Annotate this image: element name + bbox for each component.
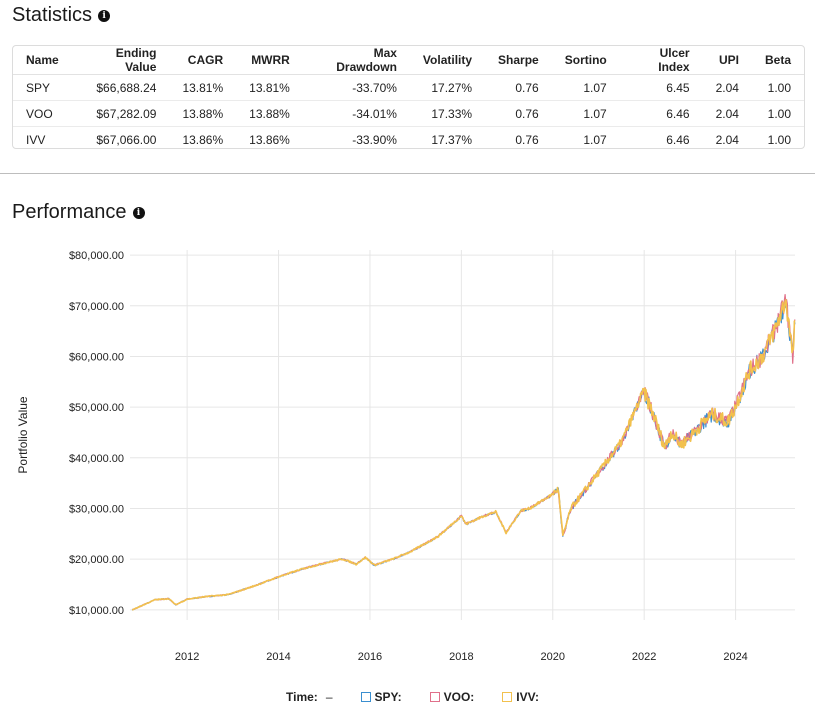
statistics-header-row: Name Ending Value CAGR MWRR Max Drawdown Vola…: [13, 46, 804, 75]
table-cell: $67,066.00: [96, 132, 157, 147]
statistics-title-text: Statistics: [12, 4, 93, 26]
table-cell: 1.07: [551, 100, 620, 127]
legend-label-spy: SPY:: [374, 690, 402, 704]
chart-legend: Time: – SPY: VOO: IVV:: [0, 690, 825, 704]
column-header[interactable]: Ulcer Index: [619, 46, 703, 75]
table-cell: 0.76: [485, 74, 552, 101]
table-cell: 6.46: [619, 100, 703, 127]
x-tick-label: 2020: [541, 651, 565, 663]
column-header[interactable]: Sortino: [551, 46, 620, 75]
y-tick-label: $70,000.00: [69, 301, 124, 313]
x-tick-label: 2012: [175, 651, 199, 663]
table-cell: -34.01%: [302, 100, 410, 127]
column-header[interactable]: Beta: [751, 46, 804, 75]
legend-swatch-spy: [360, 692, 371, 702]
table-cell: 17.37%: [431, 132, 473, 147]
legend-swatch-voo: [429, 692, 440, 702]
column-header[interactable]: Name: [13, 46, 72, 75]
table-row: IVV $67,066.00 13.86% 13.86% -33.90% 17.37% 0.…: [13, 127, 804, 153]
legend-entry-voo[interactable]: VOO:: [429, 690, 475, 704]
legend-label-voo: VOO:: [443, 690, 475, 704]
y-tick-label: $20,000.00: [69, 554, 124, 566]
x-tick-label: 2024: [723, 651, 747, 663]
info-icon[interactable]: i: [132, 206, 145, 219]
table-cell: -33.90%: [352, 132, 397, 147]
table-cell: 6.45: [619, 74, 703, 101]
column-header[interactable]: UPI: [702, 46, 752, 75]
y-tick-label: $60,000.00: [69, 351, 124, 363]
table-cell: 17.33%: [409, 100, 486, 127]
statistics-title: Statistics i: [12, 4, 111, 27]
table-cell: VOO: [13, 100, 72, 127]
y-axis-label: Portfolio Value: [16, 396, 30, 473]
statistics-table: Name Ending Value CAGR MWRR Max Drawdown Vola…: [13, 46, 804, 152]
table-cell: 6.46: [666, 132, 690, 147]
table-cell: $66,688.24: [71, 74, 170, 101]
table-cell: 13.81%: [169, 74, 237, 101]
table-cell: 13.86%: [182, 132, 224, 147]
section-divider: [0, 173, 815, 174]
legend-time: Time: –: [286, 690, 332, 704]
legend-entry-spy[interactable]: SPY:: [360, 690, 402, 704]
performance-chart[interactable]: $10,000.00 $20,000.00 $30,000.00 $40,000.00…: [0, 230, 825, 680]
y-tick-label: $50,000.00: [69, 402, 124, 414]
table-cell: 13.88%: [169, 100, 237, 127]
table-cell: IVV: [26, 132, 46, 147]
column-header[interactable]: CAGR: [169, 46, 237, 75]
table-row: SPY $66,688.24 13.81% 13.81% -33.70% 17.27% 0.…: [13, 74, 804, 101]
legend-time-value: –: [325, 690, 333, 704]
column-header[interactable]: MWRR: [236, 46, 303, 75]
table-cell: -33.70%: [302, 74, 410, 101]
table-cell: 0.76: [485, 100, 552, 127]
table-cell: 13.88%: [236, 100, 303, 127]
table-cell: 0.76: [515, 132, 539, 147]
table-row: VOO $67,282.09 13.88% 13.88% -34.01% 17.33% 0.…: [13, 100, 804, 127]
statistics-table-container: Name Ending Value CAGR MWRR Max Drawdown Vola…: [12, 45, 805, 149]
x-tick-label: 2022: [632, 651, 656, 663]
y-tick-label: $40,000.00: [69, 453, 124, 465]
table-cell: 17.27%: [409, 74, 486, 101]
column-header[interactable]: Max Drawdown: [302, 46, 410, 75]
table-cell: 1.00: [767, 132, 791, 147]
table-cell: 1.00: [751, 74, 804, 101]
table-cell: SPY: [13, 74, 72, 101]
performance-title-text: Performance: [12, 201, 127, 223]
y-tick-label: $30,000.00: [69, 503, 124, 515]
plot-area: [130, 250, 795, 620]
series-line-ivv: [131, 299, 796, 611]
statistics-body: SPY $66,688.24 13.81% 13.81% -33.70% 17.27% 0.…: [13, 74, 804, 153]
table-cell: 1.00: [751, 100, 804, 127]
legend-label-ivv: IVV:: [516, 690, 539, 704]
table-cell: 1.07: [551, 74, 620, 101]
table-cell: 13.86%: [249, 132, 290, 147]
x-tick-label: 2016: [358, 651, 382, 663]
y-tick-label: $80,000.00: [69, 250, 124, 262]
x-tick-label: 2018: [449, 651, 473, 663]
x-tick-label: 2014: [266, 651, 290, 663]
legend-time-label: Time:: [286, 690, 318, 704]
table-cell: 2.04: [702, 74, 752, 101]
table-cell: 13.81%: [236, 74, 303, 101]
legend-swatch-ivv: [502, 692, 513, 702]
column-header[interactable]: Volatility: [409, 46, 486, 75]
column-header[interactable]: Ending Value: [71, 46, 170, 75]
y-tick-label: $10,000.00: [69, 605, 124, 617]
performance-title: Performance i: [12, 201, 145, 224]
info-icon[interactable]: i: [98, 9, 111, 22]
table-cell: 1.07: [583, 132, 607, 147]
table-cell: 2.04: [715, 132, 739, 147]
table-cell: 2.04: [702, 100, 752, 127]
table-cell: $67,282.09: [71, 100, 170, 127]
legend-entry-ivv[interactable]: IVV:: [502, 690, 539, 704]
column-header[interactable]: Sharpe: [485, 46, 552, 75]
